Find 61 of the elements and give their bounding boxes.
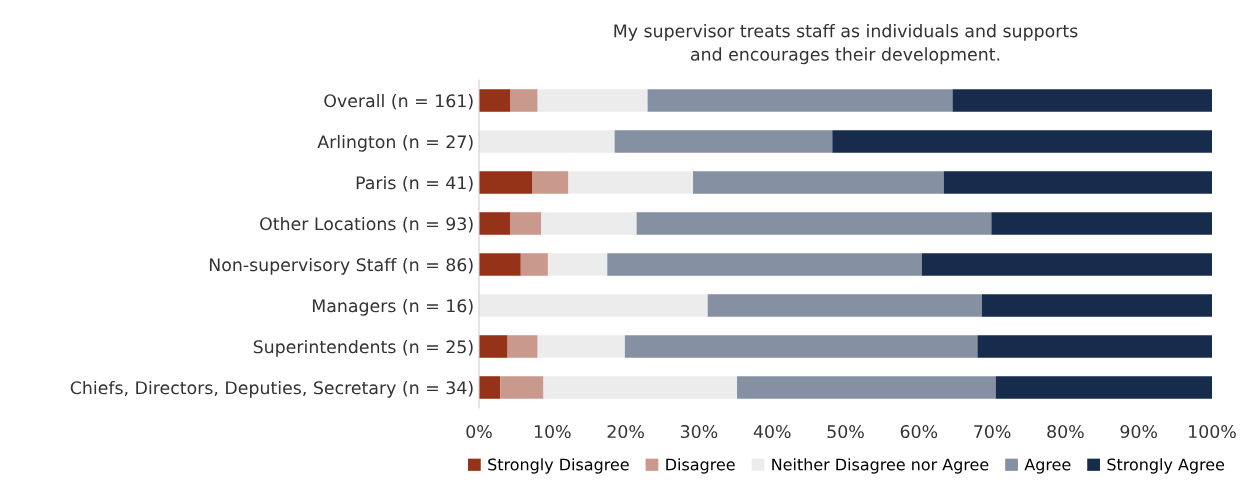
y-tick-label: Paris (n = 41) [356,175,473,192]
y-tick-label: Arlington (n = 27) [317,134,473,152]
bar [541,212,637,235]
bar [568,171,694,194]
bar [921,253,1212,276]
bar [479,212,511,235]
bar [832,130,1212,153]
legend-label: Agree [1024,458,1071,474]
bar [507,335,538,358]
bar [537,89,648,112]
y-tick-label: Managers (n = 16) [312,298,473,316]
x-tick-label: 90% [1120,424,1158,439]
bar [500,376,544,399]
x-tick-label: 40% [753,424,791,439]
bar [479,335,508,358]
x-tick-label: 60% [900,424,938,439]
legend-label: Neither Disagree nor Agree [772,458,989,474]
x-tick-label: 20% [607,424,644,439]
bar [479,89,511,112]
bar [995,376,1212,399]
x-tick-label: 30% [680,424,718,439]
y-tick-label: Other Locations (n = 93) [260,216,473,233]
bar [607,253,922,276]
bar [520,253,548,276]
legend-label: Strongly Disagree [488,458,629,474]
bar [537,335,625,358]
bar [737,376,996,399]
bar [532,171,569,194]
y-tick-label: Superintendents (n = 25) [253,339,473,357]
bar [547,253,608,276]
bar [977,335,1212,358]
bar [707,294,982,317]
bar [991,212,1212,235]
x-tick-label: 50% [827,424,864,439]
x-tick-label: 80% [1047,424,1084,439]
y-tick-label: Chiefs, Directors, Deputies, Secretary (n = 34) [70,380,473,398]
bar [479,171,533,194]
bar [981,294,1212,317]
bar [952,89,1212,112]
bar [510,89,538,112]
bar [624,335,978,358]
x-tick-label: 70% [974,424,1011,439]
legend-label: Disagree [666,458,735,474]
x-tick-label: 100% [1189,424,1236,439]
x-tick-label: 10% [534,424,571,439]
bar [510,212,542,235]
bar [479,253,521,276]
bar [543,376,738,399]
x-tick-label: 0% [466,424,492,439]
bar [479,376,501,399]
bar [479,130,615,153]
y-tick-label: Overall (n = 161) [324,93,473,110]
bar [636,212,992,235]
chart-title: My supervisor treats staff as individuals and supports and encourages their development. [614,23,1078,65]
legend-label: Strongly Agree [1107,458,1225,474]
y-tick-label: Non-supervisory Staff (n = 86) [209,257,473,275]
bar [943,171,1212,194]
bar [647,89,953,112]
bar [693,171,944,194]
bar [479,294,708,317]
bar [614,130,833,153]
